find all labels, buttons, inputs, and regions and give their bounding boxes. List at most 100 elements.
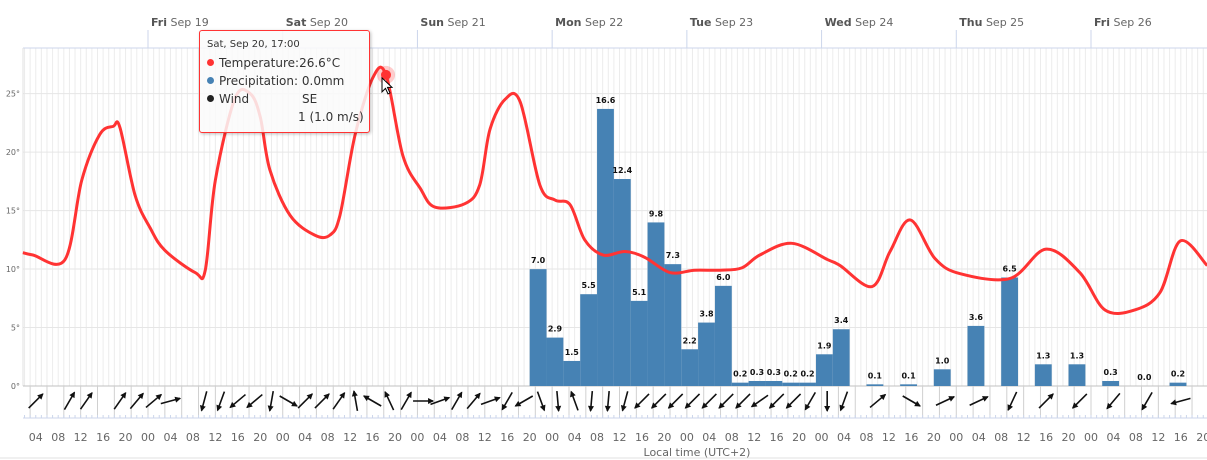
wind-arrow-icon [216, 391, 226, 412]
day-label: Wed Sep 24 [825, 16, 894, 29]
precipitation-bar-label: 0.1 [868, 371, 883, 380]
hour-label: 16 [1039, 431, 1053, 444]
y-tick-label: 25° [6, 90, 20, 99]
wind-arrow-head [804, 403, 811, 411]
wind-arrow-head [879, 393, 887, 401]
wind-arrow-head [514, 400, 522, 407]
wind-arrow-icon [28, 393, 44, 409]
wind-arrow-head [199, 405, 206, 412]
precipitation-bar [1068, 364, 1086, 386]
hour-label: 12 [1017, 431, 1031, 444]
wind-arrow-head [174, 396, 182, 403]
wind-arrow-icon [768, 393, 785, 409]
precipitation-bar [546, 337, 564, 386]
hour-label: 04 [702, 431, 716, 444]
hour-label: 16 [904, 431, 918, 444]
precipitation-bar-label: 0.2 [800, 370, 814, 379]
wind-arrow-icon [718, 393, 734, 409]
hour-label: 08 [186, 431, 200, 444]
precipitation-bar [563, 360, 581, 386]
precipitation-labels: 7.0 2.9 1.5 5.5 16.6 12.4 5.1 9.8 7.3 2.2 3.8 6.0 0.… [531, 96, 1185, 382]
hour-label: 12 [74, 431, 88, 444]
precipitation-bar-label: 16.6 [596, 96, 616, 105]
day-label-weekday: Tue [690, 16, 712, 29]
precipitation-bar-label: 5.5 [582, 281, 597, 290]
wind-arrow-icon [279, 395, 298, 407]
wind-arrow-icon [667, 393, 684, 409]
precipitation-bar [698, 322, 715, 386]
hover-point[interactable] [381, 69, 392, 80]
day-label: Thu Sep 25 [959, 16, 1024, 29]
precipitation-bar [799, 382, 816, 386]
wind-arrow-icon [824, 391, 831, 412]
tooltip-precipitation-row: Precipitation: 0.0mm [207, 72, 362, 90]
wind-arrow-icon [869, 393, 887, 409]
precipitation-bar-label: 2.9 [548, 325, 563, 334]
precipitation-bar-label: 0.0 [1137, 373, 1152, 382]
hour-label: 08 [590, 431, 604, 444]
precipitation-bar [630, 300, 648, 386]
precipitation-bar [832, 329, 850, 386]
wind-arrow-icon [314, 393, 330, 409]
wind-arrows [28, 390, 1191, 412]
hour-label: 16 [231, 431, 245, 444]
hour-label: 12 [1151, 431, 1165, 444]
hour-label: 20 [523, 431, 537, 444]
precipitation-bar [731, 382, 749, 386]
hour-label: 00 [141, 431, 155, 444]
wind-arrow-icon [570, 390, 579, 411]
wind-arrow-icon [129, 392, 144, 410]
wind-arrow-head [120, 391, 127, 399]
wind-arrow-icon [1038, 393, 1054, 409]
precipitation-bar-label: 1.3 [1070, 351, 1084, 360]
hour-label: 04 [837, 431, 851, 444]
precipitation-bar [900, 384, 917, 386]
wind-arrow-icon [501, 391, 513, 411]
wind-arrow-head [137, 392, 144, 400]
tooltip-wind-row: Wind SE [207, 90, 362, 108]
hour-label: 12 [747, 431, 761, 444]
wind-arrow-head [229, 401, 236, 409]
hour-label: 12 [208, 431, 222, 444]
wind-arrow-head [363, 395, 370, 402]
day-label-date: Sep 21 [448, 16, 486, 29]
wind-arrow-head [384, 391, 390, 398]
day-label-weekday: Fri [151, 16, 167, 29]
wind-arrow-icon [79, 391, 93, 410]
hour-label: 20 [1062, 431, 1076, 444]
wind-arrow-head [339, 391, 346, 399]
wind-dot-icon [207, 95, 214, 102]
day-label-weekday: Thu [959, 16, 982, 29]
day-labels: Fri Sep 19 Sat Sep 20 Sun Sep 21 Mon Sep 22… [147, 16, 1152, 48]
precipitation-bar [765, 380, 783, 386]
wind-arrow-icon [363, 395, 382, 407]
wind-arrow-head [155, 393, 163, 401]
wind-arrow-icon [351, 390, 359, 411]
tooltip-temperature-value: 26.6°C [299, 56, 341, 70]
hour-label: 12 [613, 431, 627, 444]
hour-label: 04 [29, 431, 43, 444]
hour-label: 20 [253, 431, 267, 444]
precipitation-bar [613, 179, 631, 386]
hour-label: 00 [949, 431, 963, 444]
wind-arrow-head [1170, 399, 1177, 406]
precipitation-bar [866, 384, 884, 386]
tooltip-precipitation-value: 0.0mm [301, 74, 345, 88]
hour-label: 12 [478, 431, 492, 444]
day-label-date: Sep 24 [855, 16, 893, 29]
tooltip-wind-label: Wind [219, 92, 250, 106]
day-label-date: Sep 23 [715, 16, 753, 29]
precipitation-bars [529, 108, 1187, 386]
hour-label: 04 [972, 431, 986, 444]
hour-label: 16 [366, 431, 380, 444]
hour-label: 00 [680, 431, 694, 444]
y-tick-label: 5° [11, 324, 20, 333]
wind-arrow-head [750, 401, 758, 408]
precipitation-bar [714, 285, 732, 386]
temperature-line[interactable] [22, 65, 1207, 315]
day-label-weekday: Sun [420, 16, 444, 29]
tooltip-date: Sat, Sep 20, 17:00 [207, 39, 300, 50]
wind-arrow-icon [902, 395, 921, 407]
wind-arrow-head [1007, 404, 1014, 411]
